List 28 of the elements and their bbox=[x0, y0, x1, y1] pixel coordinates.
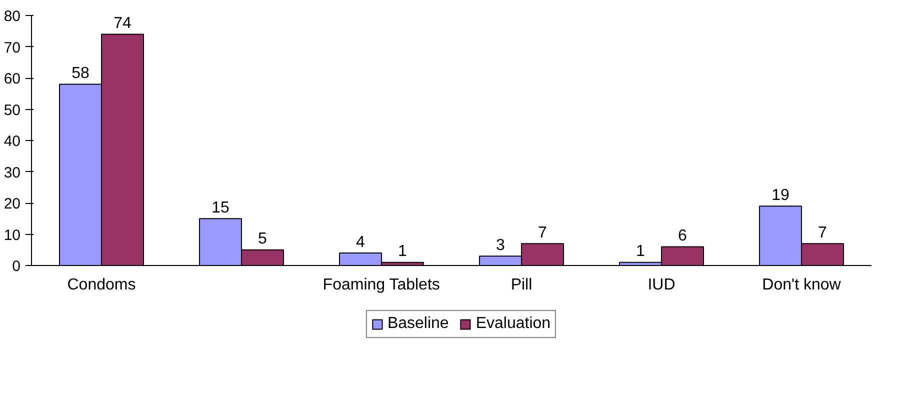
data-label: 7 bbox=[538, 224, 548, 242]
y-tick-label: 60 bbox=[4, 70, 21, 88]
data-label: 74 bbox=[114, 15, 132, 32]
data-label: 1 bbox=[398, 243, 408, 260]
y-tick-label: 70 bbox=[4, 39, 21, 56]
data-label: 5 bbox=[258, 230, 268, 248]
y-tick-label: 20 bbox=[4, 196, 21, 212]
y-tick-label: 40 bbox=[4, 133, 21, 150]
data-label: 58 bbox=[72, 65, 90, 82]
x-tick-label: Foaming Tablets bbox=[322, 276, 440, 294]
data-label: 3 bbox=[496, 236, 506, 254]
x-tick-label: Pill bbox=[510, 276, 532, 294]
data-label: 6 bbox=[678, 228, 688, 244]
data-label: 15 bbox=[212, 199, 230, 216]
y-tick-label: 0 bbox=[12, 258, 20, 275]
y-tick-label: 80 bbox=[4, 8, 21, 25]
data-label: 7 bbox=[818, 224, 828, 242]
x-tick-label: Condoms bbox=[67, 276, 136, 294]
legend-label: Evaluation bbox=[476, 314, 551, 332]
data-label: 19 bbox=[772, 186, 790, 204]
x-tick-label: IUD bbox=[648, 276, 676, 294]
y-tick-label: 50 bbox=[4, 102, 21, 119]
legend-label: Baseline bbox=[387, 314, 449, 332]
data-label: 1 bbox=[636, 243, 646, 260]
y-tick-label: 10 bbox=[4, 226, 21, 244]
y-tick-label: 30 bbox=[4, 164, 21, 182]
x-tick-label: Don't know bbox=[762, 276, 842, 294]
data-label: 4 bbox=[356, 234, 366, 251]
